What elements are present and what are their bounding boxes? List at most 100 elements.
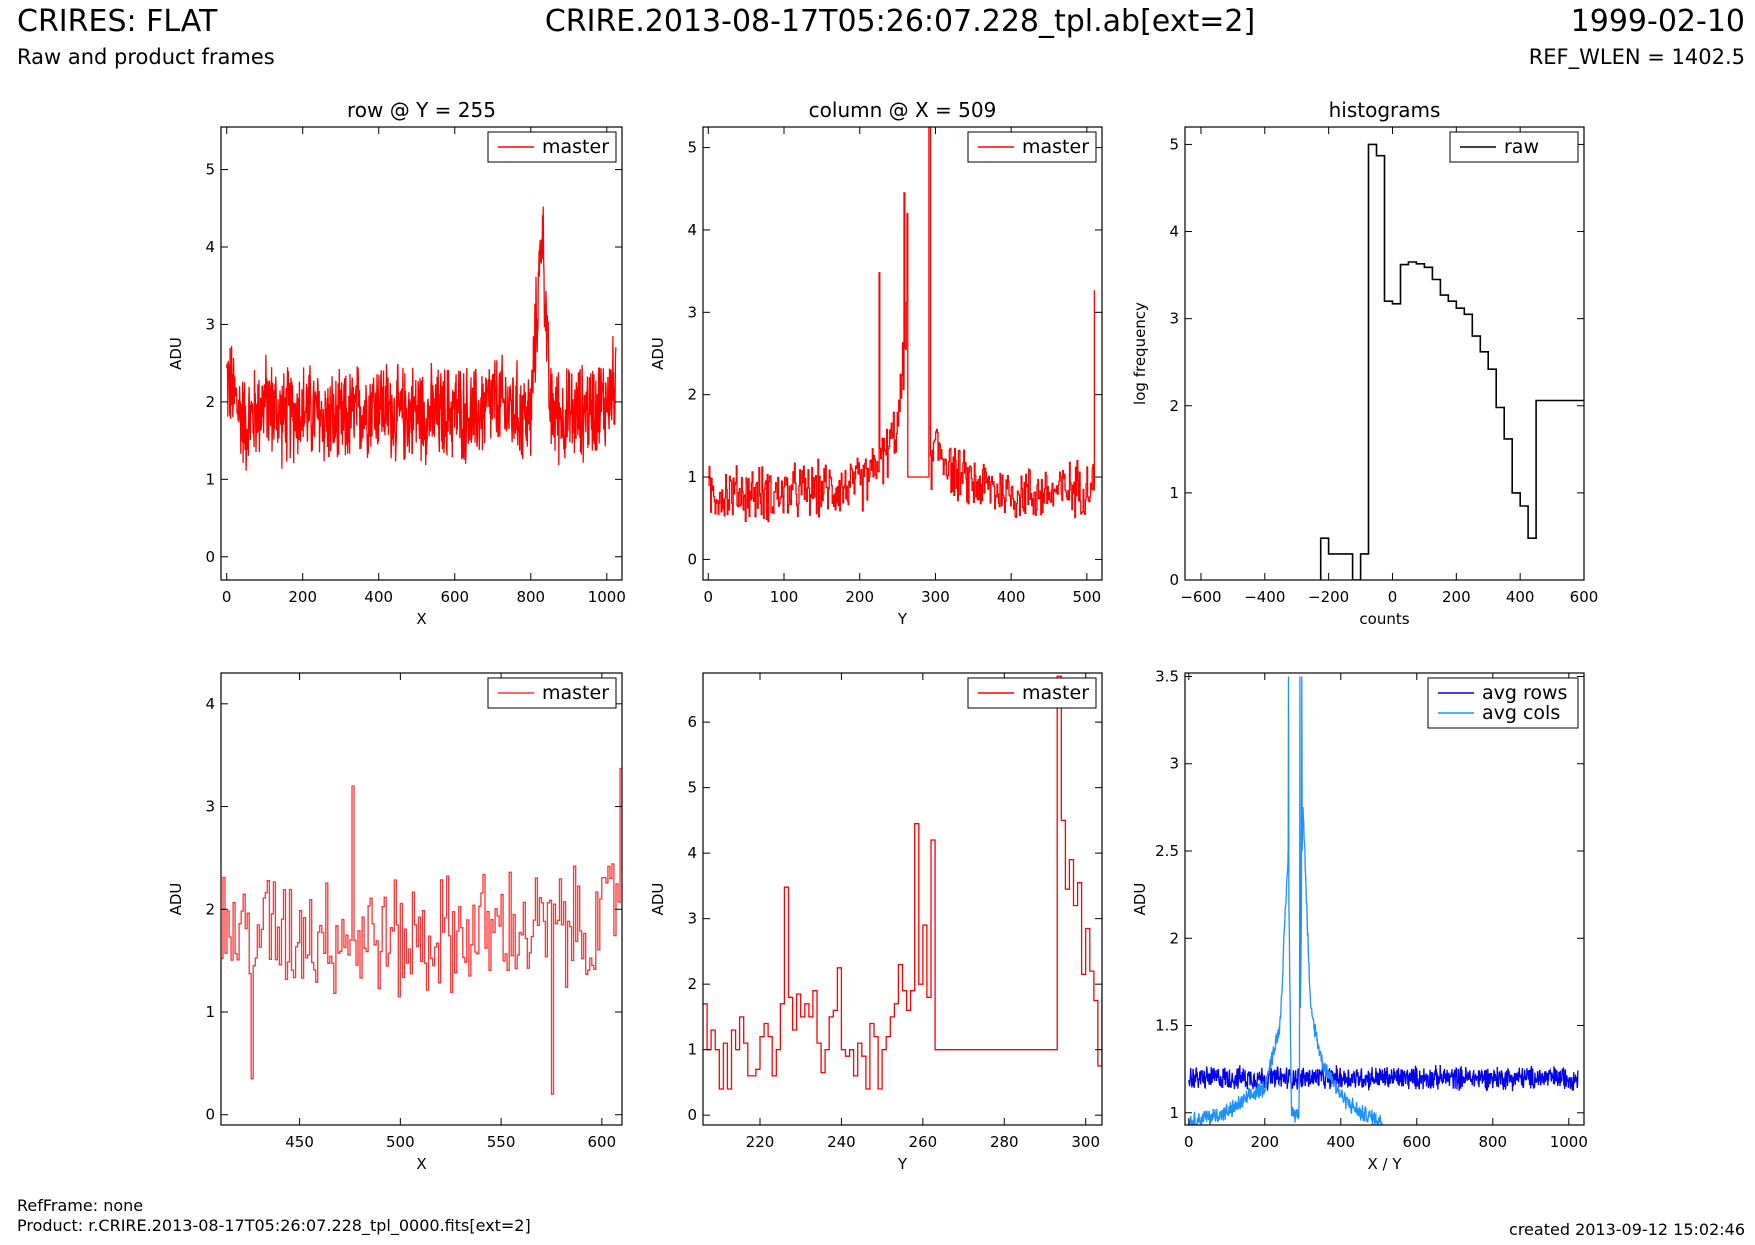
x-tick-label: 0	[1388, 588, 1398, 606]
x-tick-label: 450	[285, 1133, 314, 1151]
y-tick-label: 2	[205, 900, 215, 918]
x-tick-label: −200	[1308, 588, 1349, 606]
y-tick-label: 1	[687, 468, 697, 486]
refframe-label: RefFrame: none	[17, 1196, 144, 1215]
y-tick-label: 3	[1169, 755, 1179, 773]
x-tick-label: 500	[1073, 588, 1102, 606]
x-axis-label: X	[416, 610, 426, 628]
x-tick-label: 600	[588, 1133, 617, 1151]
x-tick-label: 200	[845, 588, 874, 606]
y-tick-label: 3	[1169, 310, 1179, 328]
legend-label: master	[542, 682, 609, 704]
chart-hist: −600 −400 −200 0 200 400 600 0 1 2 3 4 5 histograms co…	[1131, 98, 1598, 628]
x-tick-label: 0	[1184, 1133, 1194, 1151]
x-tick-label: 500	[386, 1133, 415, 1151]
x-tick-label: 600	[1402, 1133, 1431, 1151]
y-axis-label: ADU	[1131, 883, 1149, 916]
x-tick-label: 400	[997, 588, 1026, 606]
y-tick-label: 4	[687, 844, 697, 862]
series-master	[226, 206, 617, 471]
x-tick-label: 300	[921, 588, 950, 606]
x-tick-label: 550	[487, 1133, 516, 1151]
x-tick-label: 200	[1250, 1133, 1279, 1151]
chart-title: histograms	[1329, 98, 1441, 122]
y-tick-label: 2	[687, 386, 697, 404]
x-tick-label: 240	[827, 1133, 856, 1151]
plot-frame	[702, 126, 1103, 581]
x-axis-label: X / Y	[1367, 1155, 1402, 1173]
plot-frame	[220, 672, 623, 1126]
plot-frame	[1184, 126, 1585, 581]
series-avg-cols	[1188, 676, 1383, 1125]
x-tick-label: −400	[1244, 588, 1285, 606]
y-tick-label: 2.5	[1155, 842, 1179, 860]
y-tick-label: 0	[205, 1106, 215, 1124]
y-tick-label: 1	[205, 470, 215, 488]
y-axis-label: log frequency	[1131, 302, 1149, 405]
y-tick-label: 2	[1169, 929, 1179, 947]
page-title: CRIRES: FLAT	[17, 4, 218, 39]
x-tick-label: 100	[770, 588, 799, 606]
y-tick-label: 3	[205, 315, 215, 333]
y-tick-label: 1	[687, 1041, 697, 1059]
y-tick-label: 2	[205, 393, 215, 411]
series-master	[221, 767, 622, 1095]
x-tick-label: 1000	[1550, 1133, 1588, 1151]
y-tick-label: 3	[205, 798, 215, 816]
y-tick-label: 1	[1169, 1104, 1179, 1122]
chart-title: row @ Y = 255	[347, 98, 496, 122]
x-tick-label: 600	[1570, 588, 1599, 606]
x-tick-label: 800	[516, 588, 545, 606]
x-tick-label: 280	[990, 1133, 1019, 1151]
y-axis-label: ADU	[167, 337, 185, 370]
legend-label: master	[1022, 682, 1089, 704]
y-axis-label: ADU	[649, 883, 667, 916]
x-tick-label: 0	[704, 588, 714, 606]
series-raw	[1319, 143, 1584, 580]
x-tick-label: 200	[1442, 588, 1471, 606]
legend-label: master	[542, 136, 609, 158]
y-tick-label: 4	[205, 238, 215, 256]
y-tick-label: 4	[1169, 223, 1179, 241]
legend-label: avg cols	[1482, 702, 1560, 724]
series-master	[703, 675, 1102, 1090]
x-tick-label: 220	[746, 1133, 775, 1151]
x-tick-label: 260	[909, 1133, 938, 1151]
x-tick-label: 400	[1326, 1133, 1355, 1151]
chart-rowzoom: 450 500 550 600 0 1 2 3 4 X ADU master	[167, 672, 623, 1173]
x-axis-label: X	[416, 1155, 426, 1173]
y-axis-label: ADU	[167, 883, 185, 916]
y-tick-label: 3.5	[1155, 667, 1179, 685]
y-tick-label: 1.5	[1155, 1017, 1179, 1035]
x-axis-label: Y	[897, 1155, 908, 1173]
plot-frame	[1184, 672, 1585, 1126]
x-tick-label: −600	[1180, 588, 1221, 606]
chart-colzoom: 220 240 260 280 300 0 1 2 3 4 5 6 Y ADU master	[649, 672, 1103, 1173]
x-tick-label: 600	[440, 588, 469, 606]
y-tick-label: 3	[687, 303, 697, 321]
y-tick-label: 1	[1169, 484, 1179, 502]
x-axis-label: counts	[1359, 610, 1409, 628]
y-tick-label: 5	[205, 161, 215, 179]
x-tick-label: 400	[1506, 588, 1535, 606]
product-label: Product: r.CRIRE.2013-08-17T05:26:07.228…	[17, 1216, 531, 1235]
legend-label: raw	[1504, 136, 1539, 158]
x-tick-label: 200	[288, 588, 317, 606]
x-tick-label: 1000	[588, 588, 626, 606]
legend-label: master	[1022, 136, 1089, 158]
y-tick-label: 0	[1169, 571, 1179, 589]
x-axis-label: Y	[897, 610, 908, 628]
x-tick-label: 400	[364, 588, 393, 606]
y-tick-label: 0	[205, 548, 215, 566]
page-subtitle: Raw and product frames	[17, 45, 275, 69]
y-tick-label: 4	[687, 221, 697, 239]
y-axis-label: ADU	[649, 337, 667, 370]
created-label: created 2013-09-12 15:02:46	[1509, 1220, 1745, 1239]
y-tick-label: 1	[205, 1003, 215, 1021]
chart-col: 0 100 200 300 400 500 0 1 2 3 4 5 column @ X = 509 Y A…	[649, 98, 1103, 628]
chart-title: column @ X = 509	[809, 98, 997, 122]
file-title: CRIRE.2013-08-17T05:26:07.228_tpl.ab[ext…	[544, 4, 1256, 39]
y-tick-label: 5	[687, 779, 697, 797]
y-tick-label: 5	[687, 139, 697, 157]
